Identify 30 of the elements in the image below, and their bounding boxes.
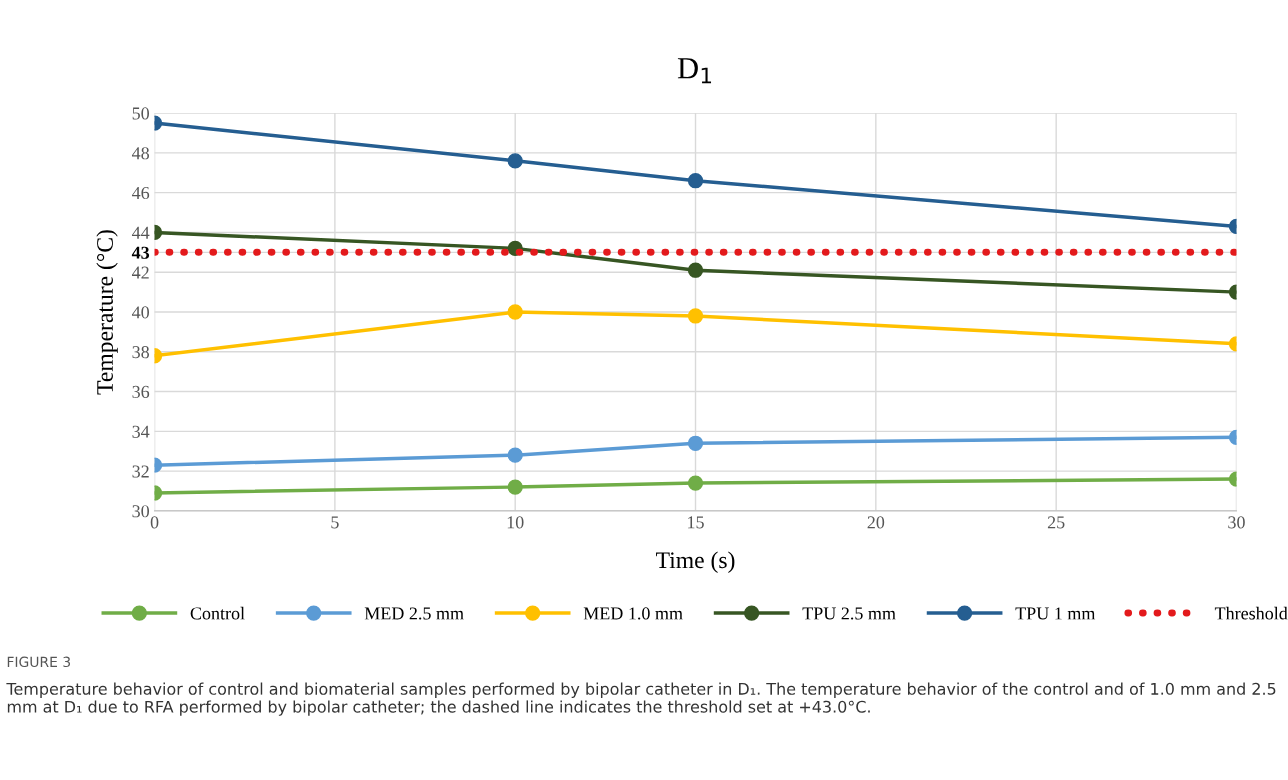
- x-tick-label: 20: [867, 516, 885, 529]
- y-tick-label: 46: [132, 186, 150, 200]
- y-tick-label: 50: [132, 107, 150, 120]
- x-tick-label: 5: [331, 516, 339, 529]
- y-tick-label: 42: [132, 266, 149, 279]
- x-tick-label: 30: [1228, 516, 1245, 529]
- y-axis-title: Temperature (°C): [96, 230, 118, 395]
- legend-label: TPU 2.5 mm: [802, 607, 896, 620]
- legend-label: Threshold: [1214, 606, 1288, 620]
- x-tick-label: 15: [688, 516, 704, 529]
- y-tick-label: 30: [132, 505, 150, 518]
- x-tick-label: 25: [1047, 516, 1065, 529]
- chart-title: D$_{1}$: [677, 58, 712, 84]
- y-tick-label: 34: [132, 425, 150, 438]
- caption: FIGURE 3: [7, 656, 71, 668]
- legend-label: MED 2.5 mm: [364, 607, 464, 620]
- y-tick-label: 43: [131, 246, 150, 259]
- legend-label: Control: [190, 606, 245, 620]
- text: Temperature behavior of control and biomaterial samples performed by bipolar catheter in D₁. The temperature behavior of the control and of 1.0 mm and 2.5 mm at D₁ due to RFA performed by bipolar catheter; the dashed line indicates the threshold set at +43.0°C.: [6, 682, 1276, 716]
- x-axis-title: Time (s): [656, 551, 735, 573]
- y-tick-label: 32: [132, 465, 149, 478]
- x-tick-label: 10: [507, 516, 524, 529]
- y-tick-label: 44: [132, 226, 150, 239]
- x-tick-label: 0: [150, 516, 159, 529]
- legend-label: MED 1.0 mm: [583, 607, 683, 620]
- y-tick-label: 38: [132, 346, 150, 359]
- y-tick-label: 40: [132, 306, 150, 319]
- y-tick-label: 48: [132, 147, 150, 160]
- legend-label: TPU 1 mm: [1015, 607, 1096, 620]
- y-tick-label: 36: [132, 385, 150, 398]
